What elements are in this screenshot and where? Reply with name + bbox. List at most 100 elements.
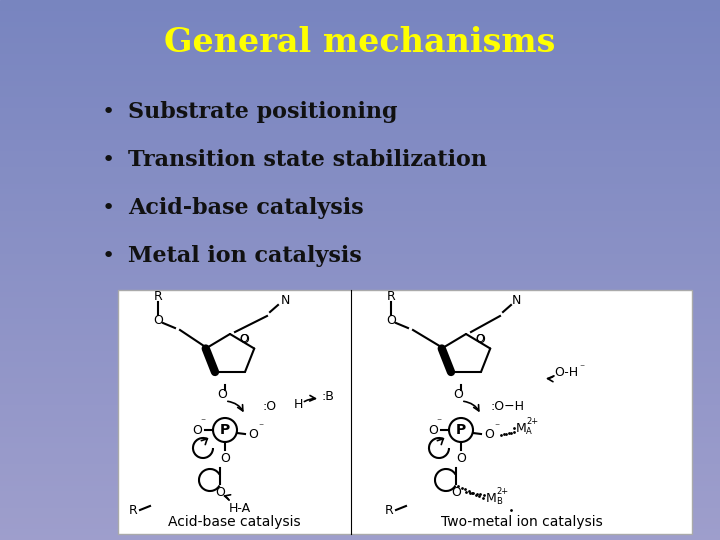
- Text: 2+: 2+: [496, 488, 508, 496]
- Bar: [0, 529, 720, 535]
- Bar: [0, 43, 720, 49]
- Bar: [0, 254, 720, 259]
- Text: N: N: [280, 294, 289, 307]
- Bar: [0, 491, 720, 497]
- Bar: [0, 486, 720, 491]
- Text: 2+: 2+: [526, 417, 538, 427]
- Bar: [0, 5, 720, 11]
- Bar: [0, 92, 720, 97]
- Bar: [0, 427, 720, 432]
- Bar: [0, 362, 720, 367]
- Text: O: O: [220, 451, 230, 464]
- Bar: [0, 11, 720, 16]
- Text: Substrate positioning: Substrate positioning: [128, 101, 397, 123]
- Bar: [0, 292, 720, 297]
- Bar: [0, 54, 720, 59]
- Bar: [0, 211, 720, 216]
- Bar: [0, 189, 720, 194]
- Text: O: O: [456, 451, 466, 464]
- Text: O: O: [239, 334, 248, 343]
- Bar: [0, 178, 720, 184]
- Text: •: •: [102, 198, 114, 218]
- Bar: [0, 475, 720, 481]
- Bar: [0, 410, 720, 416]
- Text: :O−H: :O−H: [491, 401, 525, 414]
- Text: Acid-base catalysis: Acid-base catalysis: [168, 515, 301, 529]
- Text: Acid-base catalysis: Acid-base catalysis: [128, 197, 364, 219]
- Bar: [0, 308, 720, 313]
- Text: P: P: [456, 423, 466, 437]
- Text: R: R: [387, 289, 395, 302]
- Bar: [0, 135, 720, 140]
- Bar: [0, 319, 720, 324]
- Text: ⁻: ⁻: [494, 422, 499, 432]
- Bar: [0, 497, 720, 502]
- Bar: [0, 464, 720, 470]
- Bar: [0, 275, 720, 281]
- Bar: [0, 383, 720, 389]
- Text: :B: :B: [322, 390, 334, 403]
- Text: R: R: [153, 289, 163, 302]
- Bar: [0, 405, 720, 410]
- Text: R: R: [129, 503, 138, 516]
- Text: Metal ion catalysis: Metal ion catalysis: [128, 245, 361, 267]
- Bar: [0, 313, 720, 319]
- Bar: [0, 38, 720, 43]
- Text: O: O: [215, 485, 225, 498]
- Bar: [0, 356, 720, 362]
- Bar: [0, 286, 720, 292]
- Bar: [0, 470, 720, 475]
- Text: O: O: [248, 429, 258, 442]
- Bar: [0, 335, 720, 340]
- Bar: [0, 108, 720, 113]
- Bar: [118, 290, 692, 534]
- Bar: [0, 454, 720, 459]
- Bar: [0, 200, 720, 205]
- Text: O: O: [217, 388, 227, 402]
- Bar: [0, 216, 720, 221]
- Text: ⁻: ⁻: [258, 422, 263, 432]
- Bar: [0, 59, 720, 65]
- Text: ⁻: ⁻: [579, 363, 584, 373]
- Text: :O: :O: [263, 401, 277, 414]
- Text: •: •: [102, 102, 114, 122]
- Text: R: R: [384, 503, 393, 516]
- Bar: [0, 103, 720, 108]
- Bar: [0, 481, 720, 486]
- Bar: [0, 232, 720, 238]
- Bar: [0, 49, 720, 54]
- Bar: [0, 270, 720, 275]
- Bar: [0, 378, 720, 383]
- Bar: [0, 184, 720, 189]
- Text: O: O: [484, 429, 494, 442]
- Bar: [0, 394, 720, 400]
- Text: O: O: [386, 314, 396, 327]
- Bar: [0, 324, 720, 329]
- Bar: [0, 421, 720, 427]
- Bar: [0, 162, 720, 167]
- Bar: [0, 524, 720, 529]
- Bar: [0, 351, 720, 356]
- Text: O: O: [475, 333, 485, 346]
- Bar: [0, 367, 720, 373]
- Bar: [0, 340, 720, 346]
- Bar: [0, 416, 720, 421]
- Bar: [0, 448, 720, 454]
- Bar: [0, 432, 720, 437]
- Bar: [0, 221, 720, 227]
- Bar: [0, 302, 720, 308]
- Text: ⁻: ⁻: [200, 417, 206, 427]
- Text: O: O: [153, 314, 163, 327]
- Text: O: O: [453, 388, 463, 402]
- Bar: [0, 508, 720, 513]
- Bar: [0, 27, 720, 32]
- Bar: [0, 297, 720, 302]
- Bar: [0, 86, 720, 92]
- Bar: [0, 22, 720, 27]
- Bar: [0, 151, 720, 157]
- Bar: [0, 265, 720, 270]
- Bar: [0, 173, 720, 178]
- Text: O: O: [475, 334, 484, 343]
- Bar: [0, 281, 720, 286]
- Bar: [0, 65, 720, 70]
